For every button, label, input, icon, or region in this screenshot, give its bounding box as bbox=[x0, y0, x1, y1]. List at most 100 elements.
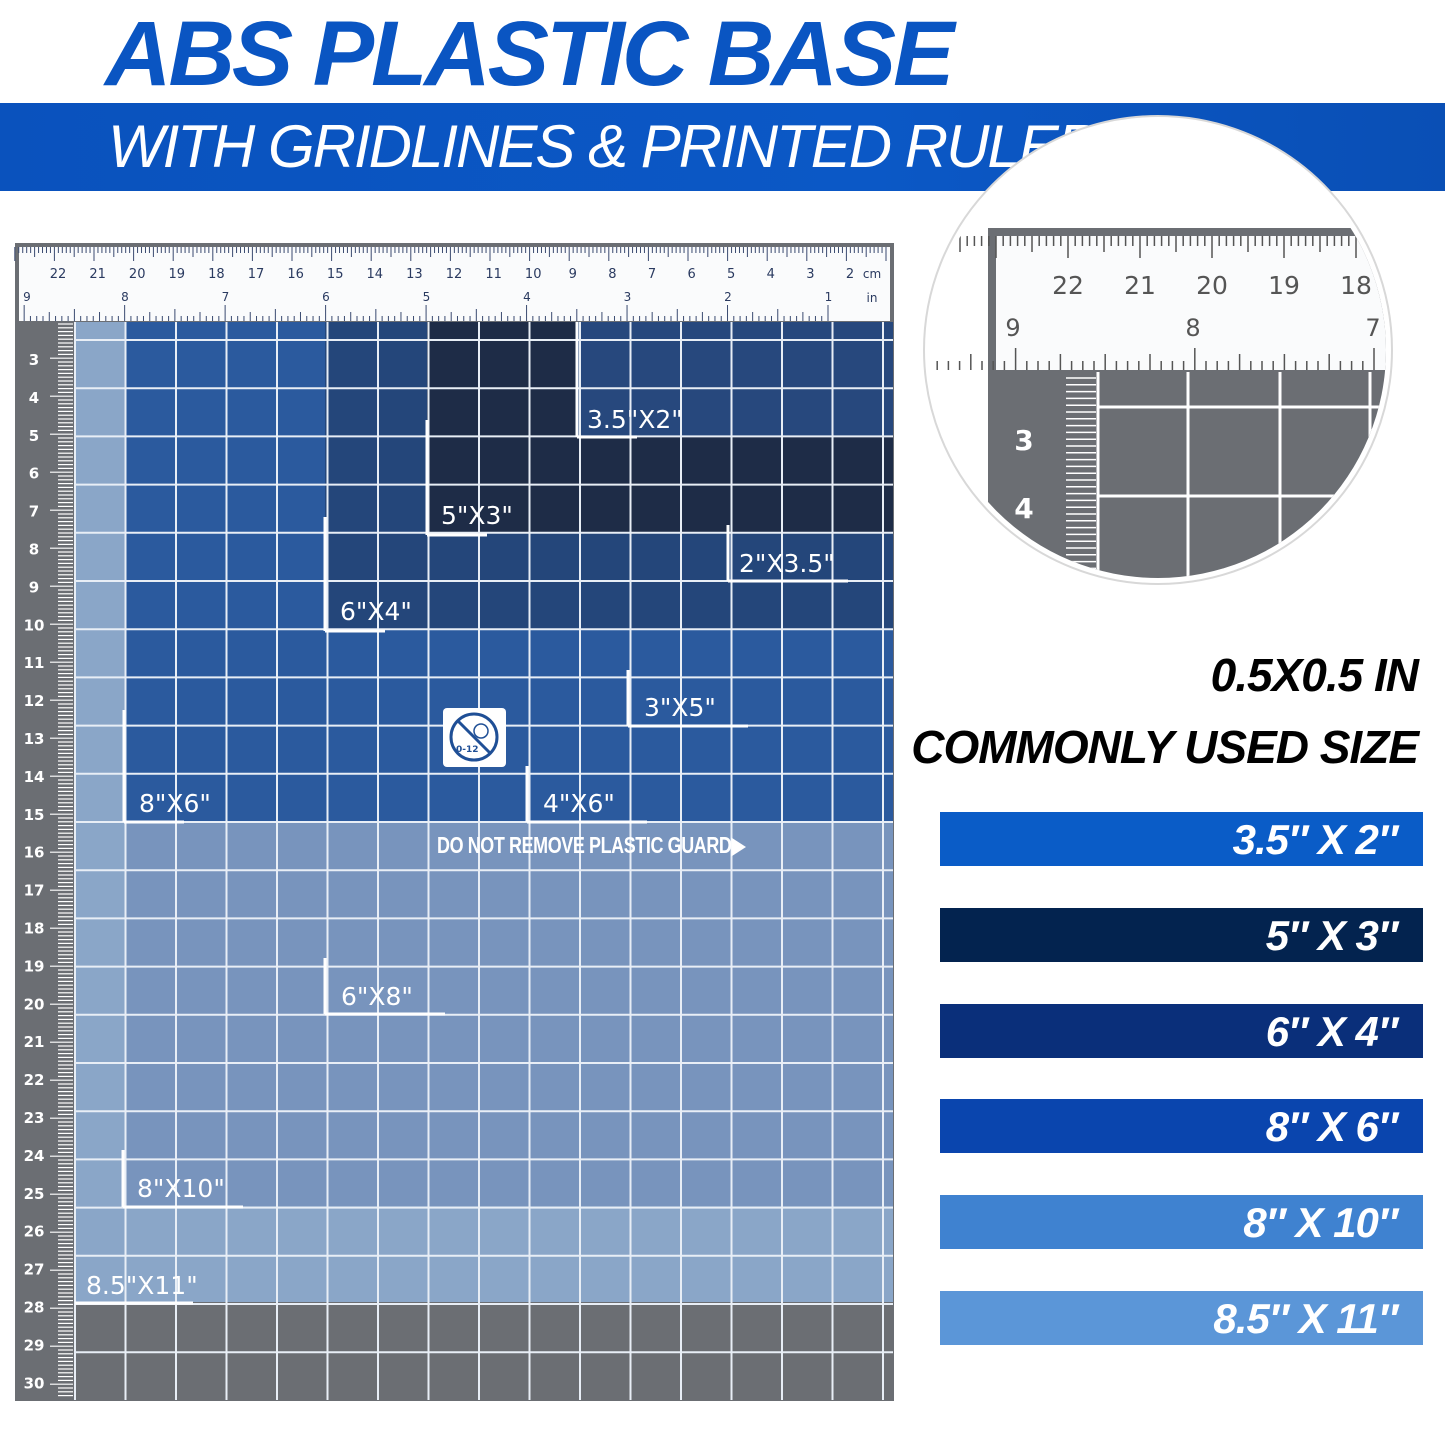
size-label: 6"X8" bbox=[341, 982, 413, 1011]
size-bar: 8″ X 10″ bbox=[940, 1195, 1423, 1250]
subtitle: WITH GRIDLINES & PRINTED RULER bbox=[108, 113, 1100, 180]
size-bar-label: 6″ X 4″ bbox=[1265, 1007, 1398, 1055]
inch-tick-label: 5 bbox=[423, 290, 431, 304]
size-bar-label: 8″ X 6″ bbox=[1265, 1103, 1398, 1151]
inch-tick-label: 6 bbox=[322, 290, 330, 304]
side-ruler-label: 13 bbox=[24, 730, 45, 748]
cm-tick-label: 8 bbox=[608, 267, 616, 282]
mag-cm-label: 18 bbox=[1340, 271, 1372, 300]
icon-slash bbox=[456, 719, 492, 755]
inch-tick-label: 7 bbox=[222, 290, 230, 304]
icon-face bbox=[473, 723, 489, 739]
cm-unit-label: cm bbox=[863, 267, 881, 281]
mag-side-label: 4 bbox=[1014, 492, 1033, 525]
size-bar: 8.5″ X 11″ bbox=[940, 1291, 1423, 1345]
size-bar-label: 3.5″ X 2″ bbox=[1232, 816, 1398, 863]
size-label: 3.5"X2" bbox=[587, 405, 683, 434]
inch-unit-label: in bbox=[867, 291, 878, 305]
side-ruler-label: 24 bbox=[24, 1147, 45, 1165]
cm-tick-label: 16 bbox=[287, 267, 304, 282]
size-bar: 3.5″ X 2″ bbox=[940, 812, 1423, 866]
top-ruler bbox=[19, 247, 890, 321]
inch-tick-label: 4 bbox=[523, 290, 531, 304]
size-label: 8"X6" bbox=[139, 789, 211, 818]
size-label: 3"X5" bbox=[644, 693, 716, 722]
side-ruler-label: 23 bbox=[24, 1109, 45, 1127]
mag-cm-label: 22 bbox=[1052, 271, 1084, 300]
size-bar: 5″ X 3″ bbox=[940, 907, 1423, 962]
mag-inch-label: 9 bbox=[1005, 314, 1020, 342]
side-ruler-label: 17 bbox=[24, 882, 45, 900]
icon-circle bbox=[449, 712, 499, 762]
inch-tick-label: 2 bbox=[724, 290, 732, 304]
cm-tick-label: 22 bbox=[50, 267, 67, 282]
side-ruler-label: 8 bbox=[29, 541, 39, 559]
size-label: 8"X10" bbox=[137, 1174, 225, 1203]
side-ruler-label: 21 bbox=[24, 1033, 45, 1051]
cm-tick-label: 17 bbox=[248, 267, 265, 282]
inch-tick-label: 3 bbox=[624, 290, 632, 304]
mag-cm-label: 20 bbox=[1196, 271, 1228, 300]
cm-tick-label: 13 bbox=[406, 267, 423, 282]
cm-tick-label: 18 bbox=[208, 267, 225, 282]
side-ruler-label: 19 bbox=[24, 957, 45, 975]
cm-tick-label: 20 bbox=[129, 267, 146, 282]
inch-tick-label: 9 bbox=[23, 290, 31, 304]
cm-tick-label: 4 bbox=[767, 267, 775, 282]
size-bar: 6″ X 4″ bbox=[940, 1003, 1423, 1058]
side-ruler-label: 6 bbox=[29, 465, 39, 483]
size-label: 4"X6" bbox=[543, 789, 615, 818]
side-ruler-label: 4 bbox=[29, 389, 39, 407]
title: ABS PLASTIC BASE bbox=[105, 3, 955, 105]
size-label: 6"X4" bbox=[340, 597, 412, 626]
size-label: 5"X3" bbox=[441, 501, 513, 530]
side-ruler-label: 7 bbox=[29, 503, 39, 521]
cm-tick-label: 7 bbox=[648, 267, 656, 282]
side-ruler-label: 14 bbox=[24, 768, 45, 786]
common-sizes-heading: COMMONLY USED SIZE bbox=[911, 721, 1419, 773]
side-ruler-label: 16 bbox=[24, 844, 45, 862]
warning-text: DO NOT REMOVE PLASTIC GUARD▶ bbox=[437, 832, 745, 858]
age-label: 0-12 bbox=[456, 745, 479, 755]
magnifier-content: 22 21 20 19 18 9 8 7 3 4 bbox=[930, 228, 1386, 578]
cm-tick-label: 10 bbox=[525, 267, 542, 282]
cm-tick-label: 3 bbox=[806, 267, 814, 282]
side-ruler-label: 27 bbox=[24, 1261, 45, 1279]
cm-tick-label: 9 bbox=[569, 267, 577, 282]
size-label: 8.5"X11" bbox=[86, 1271, 198, 1300]
mag-cm-label: 21 bbox=[1124, 271, 1156, 300]
side-ruler-label: 12 bbox=[24, 692, 45, 710]
size-bar-label: 8″ X 10″ bbox=[1243, 1199, 1398, 1247]
grid-size-label: 0.5X0.5 IN bbox=[1210, 649, 1419, 701]
size-bar-label: 8.5″ X 11″ bbox=[1213, 1295, 1398, 1342]
side-ruler-label: 22 bbox=[24, 1071, 45, 1089]
side-ruler-label: 18 bbox=[24, 920, 45, 938]
cm-tick-label: 15 bbox=[327, 267, 344, 282]
size-bar-label: 5″ X 3″ bbox=[1265, 911, 1398, 959]
mag-cm-label: 19 bbox=[1268, 271, 1300, 300]
cm-tick-label: 12 bbox=[446, 267, 463, 282]
inch-tick-label: 1 bbox=[825, 290, 833, 304]
cm-tick-label: 14 bbox=[367, 267, 384, 282]
size-region bbox=[75, 1302, 893, 1400]
side-ruler-label: 20 bbox=[24, 995, 45, 1013]
mag-ruler bbox=[996, 236, 1386, 370]
cm-tick-label: 11 bbox=[485, 267, 502, 282]
side-ruler-label: 28 bbox=[24, 1299, 45, 1317]
no-children-0-12-icon: 0-12 bbox=[443, 708, 506, 767]
side-ruler-label: 29 bbox=[24, 1336, 45, 1354]
side-ruler-label: 9 bbox=[29, 578, 39, 596]
cm-tick-label: 6 bbox=[687, 267, 695, 282]
side-ruler-label: 15 bbox=[24, 806, 45, 824]
side-ruler-label: 3 bbox=[29, 351, 39, 369]
cm-tick-label: 21 bbox=[89, 267, 106, 282]
inch-tick-label: 8 bbox=[121, 290, 129, 304]
side-ruler-label: 10 bbox=[24, 616, 45, 634]
side-ruler-label: 26 bbox=[24, 1223, 45, 1241]
side-ruler-label: 30 bbox=[24, 1374, 45, 1392]
cm-tick-label: 5 bbox=[727, 267, 735, 282]
side-ruler-label: 5 bbox=[29, 427, 39, 445]
